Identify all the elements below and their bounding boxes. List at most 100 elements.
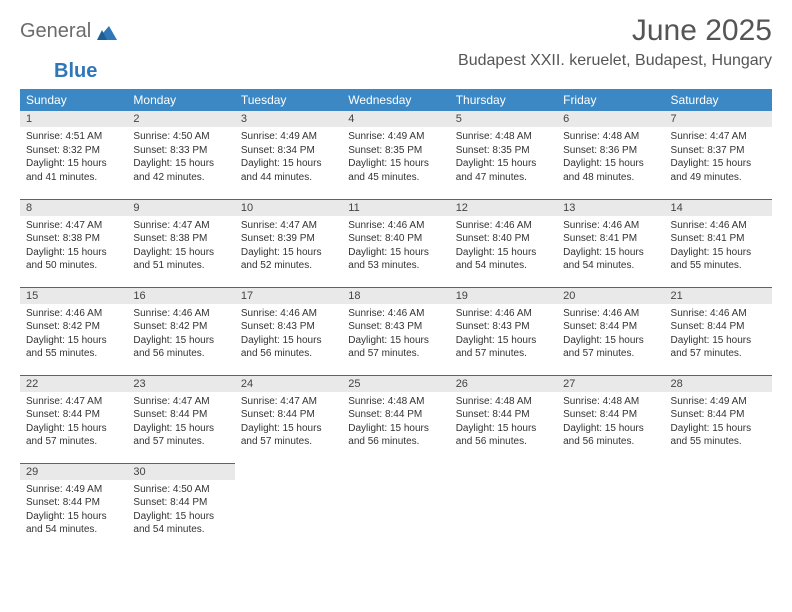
- weekday-header: Thursday: [450, 89, 557, 111]
- day-info: Sunrise: 4:46 AMSunset: 8:43 PMDaylight:…: [235, 304, 342, 365]
- calendar-cell: 22Sunrise: 4:47 AMSunset: 8:44 PMDayligh…: [20, 375, 127, 463]
- day-info: Sunrise: 4:48 AMSunset: 8:36 PMDaylight:…: [557, 127, 664, 188]
- calendar-cell: 30Sunrise: 4:50 AMSunset: 8:44 PMDayligh…: [127, 463, 234, 551]
- day-info: Sunrise: 4:48 AMSunset: 8:44 PMDaylight:…: [450, 392, 557, 453]
- calendar-cell: ..: [235, 463, 342, 551]
- logo-text-general: General: [20, 20, 91, 43]
- day-info: Sunrise: 4:47 AMSunset: 8:37 PMDaylight:…: [665, 127, 772, 188]
- calendar-cell: 8Sunrise: 4:47 AMSunset: 8:38 PMDaylight…: [20, 199, 127, 287]
- day-info: Sunrise: 4:46 AMSunset: 8:44 PMDaylight:…: [557, 304, 664, 365]
- day-number: 12: [450, 200, 557, 216]
- day-number: 11: [342, 200, 449, 216]
- day-info: Sunrise: 4:51 AMSunset: 8:32 PMDaylight:…: [20, 127, 127, 188]
- title-block: June 2025 Budapest XXII. keruelet, Budap…: [458, 14, 772, 70]
- day-number: 16: [127, 288, 234, 304]
- calendar-body: 1Sunrise: 4:51 AMSunset: 8:32 PMDaylight…: [20, 111, 772, 551]
- calendar-cell: 9Sunrise: 4:47 AMSunset: 8:38 PMDaylight…: [127, 199, 234, 287]
- calendar-cell: 14Sunrise: 4:46 AMSunset: 8:41 PMDayligh…: [665, 199, 772, 287]
- day-number: 24: [235, 376, 342, 392]
- logo-icon: [97, 24, 117, 40]
- calendar-cell: ..: [557, 463, 664, 551]
- day-info: Sunrise: 4:47 AMSunset: 8:44 PMDaylight:…: [20, 392, 127, 453]
- month-title: June 2025: [458, 14, 772, 48]
- day-info: Sunrise: 4:46 AMSunset: 8:41 PMDaylight:…: [665, 216, 772, 277]
- day-number: 26: [450, 376, 557, 392]
- day-info: Sunrise: 4:46 AMSunset: 8:42 PMDaylight:…: [127, 304, 234, 365]
- calendar-cell: 17Sunrise: 4:46 AMSunset: 8:43 PMDayligh…: [235, 287, 342, 375]
- day-info: Sunrise: 4:48 AMSunset: 8:44 PMDaylight:…: [342, 392, 449, 453]
- calendar-cell: 24Sunrise: 4:47 AMSunset: 8:44 PMDayligh…: [235, 375, 342, 463]
- day-number: 17: [235, 288, 342, 304]
- day-number: 14: [665, 200, 772, 216]
- day-info: Sunrise: 4:47 AMSunset: 8:39 PMDaylight:…: [235, 216, 342, 277]
- day-info: Sunrise: 4:49 AMSunset: 8:35 PMDaylight:…: [342, 127, 449, 188]
- calendar-cell: 4Sunrise: 4:49 AMSunset: 8:35 PMDaylight…: [342, 111, 449, 199]
- day-info: Sunrise: 4:49 AMSunset: 8:44 PMDaylight:…: [20, 480, 127, 541]
- calendar-cell: 21Sunrise: 4:46 AMSunset: 8:44 PMDayligh…: [665, 287, 772, 375]
- day-number: 28: [665, 376, 772, 392]
- calendar-cell: ..: [450, 463, 557, 551]
- calendar-cell: 2Sunrise: 4:50 AMSunset: 8:33 PMDaylight…: [127, 111, 234, 199]
- calendar-row: 15Sunrise: 4:46 AMSunset: 8:42 PMDayligh…: [20, 287, 772, 375]
- day-info: Sunrise: 4:50 AMSunset: 8:44 PMDaylight:…: [127, 480, 234, 541]
- day-number: 21: [665, 288, 772, 304]
- day-info: Sunrise: 4:46 AMSunset: 8:40 PMDaylight:…: [342, 216, 449, 277]
- day-number: 27: [557, 376, 664, 392]
- day-info: Sunrise: 4:47 AMSunset: 8:38 PMDaylight:…: [127, 216, 234, 277]
- calendar-cell: 13Sunrise: 4:46 AMSunset: 8:41 PMDayligh…: [557, 199, 664, 287]
- calendar-cell: 20Sunrise: 4:46 AMSunset: 8:44 PMDayligh…: [557, 287, 664, 375]
- day-info: Sunrise: 4:46 AMSunset: 8:43 PMDaylight:…: [450, 304, 557, 365]
- weekday-header: Saturday: [665, 89, 772, 111]
- logo: General: [20, 14, 121, 43]
- day-number: 1: [20, 111, 127, 127]
- calendar-cell: 11Sunrise: 4:46 AMSunset: 8:40 PMDayligh…: [342, 199, 449, 287]
- location-subtitle: Budapest XXII. keruelet, Budapest, Hunga…: [458, 52, 772, 70]
- day-number: 15: [20, 288, 127, 304]
- calendar-cell: 29Sunrise: 4:49 AMSunset: 8:44 PMDayligh…: [20, 463, 127, 551]
- day-number: 13: [557, 200, 664, 216]
- day-number: 7: [665, 111, 772, 127]
- weekday-header: Sunday: [20, 89, 127, 111]
- day-number: 23: [127, 376, 234, 392]
- day-info: Sunrise: 4:46 AMSunset: 8:40 PMDaylight:…: [450, 216, 557, 277]
- day-info: Sunrise: 4:48 AMSunset: 8:44 PMDaylight:…: [557, 392, 664, 453]
- day-number: 9: [127, 200, 234, 216]
- calendar-cell: 6Sunrise: 4:48 AMSunset: 8:36 PMDaylight…: [557, 111, 664, 199]
- day-number: 20: [557, 288, 664, 304]
- day-info: Sunrise: 4:49 AMSunset: 8:44 PMDaylight:…: [665, 392, 772, 453]
- calendar-cell: 27Sunrise: 4:48 AMSunset: 8:44 PMDayligh…: [557, 375, 664, 463]
- weekday-header: Wednesday: [342, 89, 449, 111]
- day-info: Sunrise: 4:46 AMSunset: 8:44 PMDaylight:…: [665, 304, 772, 365]
- day-number: 29: [20, 464, 127, 480]
- day-number: 2: [127, 111, 234, 127]
- calendar-cell: 15Sunrise: 4:46 AMSunset: 8:42 PMDayligh…: [20, 287, 127, 375]
- day-info: Sunrise: 4:47 AMSunset: 8:44 PMDaylight:…: [235, 392, 342, 453]
- calendar-table: SundayMondayTuesdayWednesdayThursdayFrid…: [20, 89, 772, 551]
- calendar-row: 22Sunrise: 4:47 AMSunset: 8:44 PMDayligh…: [20, 375, 772, 463]
- calendar-cell: ..: [665, 463, 772, 551]
- calendar-cell: 28Sunrise: 4:49 AMSunset: 8:44 PMDayligh…: [665, 375, 772, 463]
- calendar-cell: 7Sunrise: 4:47 AMSunset: 8:37 PMDaylight…: [665, 111, 772, 199]
- day-info: Sunrise: 4:47 AMSunset: 8:38 PMDaylight:…: [20, 216, 127, 277]
- weekday-header: Monday: [127, 89, 234, 111]
- calendar-cell: 1Sunrise: 4:51 AMSunset: 8:32 PMDaylight…: [20, 111, 127, 199]
- calendar-cell: 3Sunrise: 4:49 AMSunset: 8:34 PMDaylight…: [235, 111, 342, 199]
- calendar-cell: 5Sunrise: 4:48 AMSunset: 8:35 PMDaylight…: [450, 111, 557, 199]
- calendar-cell: 26Sunrise: 4:48 AMSunset: 8:44 PMDayligh…: [450, 375, 557, 463]
- day-info: Sunrise: 4:46 AMSunset: 8:41 PMDaylight:…: [557, 216, 664, 277]
- calendar-cell: 19Sunrise: 4:46 AMSunset: 8:43 PMDayligh…: [450, 287, 557, 375]
- day-info: Sunrise: 4:47 AMSunset: 8:44 PMDaylight:…: [127, 392, 234, 453]
- day-number: 19: [450, 288, 557, 304]
- day-number: 4: [342, 111, 449, 127]
- day-number: 5: [450, 111, 557, 127]
- day-number: 8: [20, 200, 127, 216]
- day-number: 25: [342, 376, 449, 392]
- day-number: 30: [127, 464, 234, 480]
- calendar-cell: 16Sunrise: 4:46 AMSunset: 8:42 PMDayligh…: [127, 287, 234, 375]
- calendar-row: 29Sunrise: 4:49 AMSunset: 8:44 PMDayligh…: [20, 463, 772, 551]
- calendar-cell: 18Sunrise: 4:46 AMSunset: 8:43 PMDayligh…: [342, 287, 449, 375]
- weekday-row: SundayMondayTuesdayWednesdayThursdayFrid…: [20, 89, 772, 111]
- calendar-row: 1Sunrise: 4:51 AMSunset: 8:32 PMDaylight…: [20, 111, 772, 199]
- day-info: Sunrise: 4:49 AMSunset: 8:34 PMDaylight:…: [235, 127, 342, 188]
- day-number: 10: [235, 200, 342, 216]
